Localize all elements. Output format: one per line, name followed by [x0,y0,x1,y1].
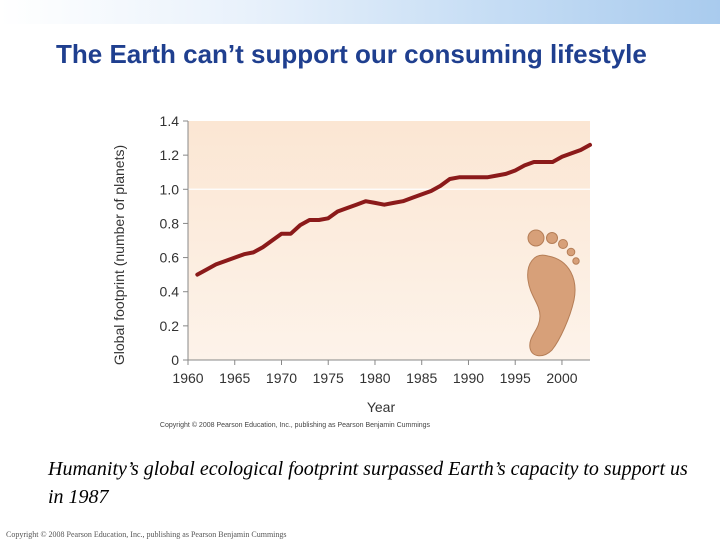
y-tick-label: 0.2 [160,318,180,334]
footprint-icon [527,229,580,357]
x-tick-label: 1970 [266,370,297,386]
y-tick-label: 1.4 [160,113,180,129]
chart-copyright: Copyright © 2008 Pearson Education, Inc.… [160,421,431,429]
x-tick-label: 1995 [500,370,531,386]
y-tick-label: 1.2 [160,147,180,163]
y-tick-label: 0 [171,352,179,368]
x-axis-label: Year [367,399,396,415]
y-tick-label: 0.4 [160,284,180,300]
y-axis-label: Global footprint (number of planets) [111,145,127,365]
footprint-chart: 0 0.2 0.4 0.6 0.8 1.0 1.2 1.4 1960 1965 1970 1975 19… [111,113,592,429]
slide-title: The Earth can’t support our consuming li… [56,39,647,69]
x-tick-label: 1980 [359,370,390,386]
plot-area [188,121,590,360]
header-gradient-bar [0,0,720,24]
slide-caption: Humanity’s global ecological footprint s… [48,458,688,508]
y-tick-label: 1.0 [160,181,180,197]
x-tick-label: 1975 [313,370,344,386]
y-tick-label: 0.8 [160,215,180,231]
x-tick-label: 1990 [453,370,484,386]
x-tick-label: 2000 [546,370,577,386]
series-line-global-footprint [195,142,592,277]
x-tick-label: 1960 [172,370,203,386]
x-tick-label: 1985 [406,370,437,386]
y-tick-label: 0.6 [160,250,180,266]
x-tick-label: 1965 [219,370,250,386]
slide-footer: Copyright © 2008 Pearson Education, Inc.… [6,530,287,539]
